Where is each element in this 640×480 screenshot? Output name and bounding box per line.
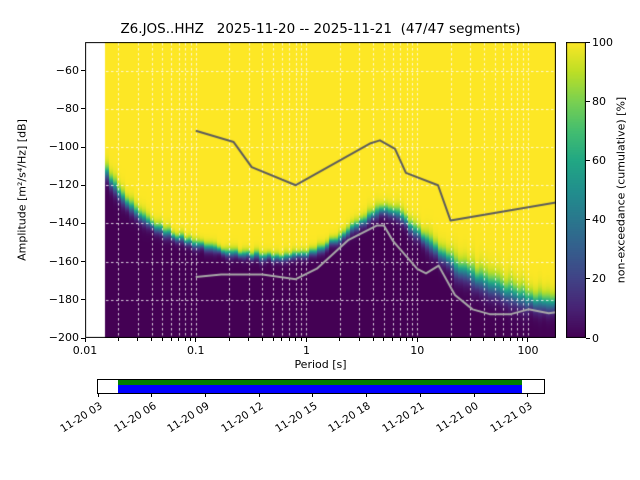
time-tick-label: 11-21 03 bbox=[487, 400, 535, 436]
colorbar-tick-mark bbox=[586, 159, 590, 161]
time-coverage-bar bbox=[97, 379, 545, 394]
colorbar-tick-label: 100 bbox=[592, 35, 613, 49]
x-minor-tick-mark bbox=[392, 338, 394, 341]
x-minor-tick-mark bbox=[281, 338, 283, 341]
y-tick-label: −60 bbox=[55, 63, 79, 77]
x-tick-label: 1 bbox=[302, 344, 310, 357]
x-minor-tick-mark bbox=[228, 338, 230, 341]
y-axis-label: Amplitude [m²/s⁴/Hz] [dB] bbox=[15, 119, 29, 261]
y-tick-mark bbox=[81, 146, 85, 148]
x-minor-tick-mark bbox=[406, 338, 407, 341]
time-tick-mark bbox=[258, 394, 260, 397]
time-tick-label: 11-20 06 bbox=[111, 400, 159, 436]
y-tick-label: −80 bbox=[55, 101, 79, 115]
x-minor-tick-mark bbox=[372, 338, 374, 341]
x-minor-tick-mark bbox=[184, 338, 186, 341]
x-tick-label: 0.01 bbox=[72, 344, 98, 357]
x-tick-mark bbox=[195, 338, 197, 342]
x-tick-mark bbox=[527, 338, 529, 342]
time-tick-mark bbox=[151, 394, 153, 397]
x-minor-tick-mark bbox=[248, 338, 250, 341]
x-tick-label: 0.1 bbox=[186, 344, 205, 357]
colorbar-tick-mark bbox=[586, 219, 590, 221]
x-minor-tick-mark bbox=[510, 338, 512, 341]
x-minor-tick-mark bbox=[261, 338, 263, 341]
time-tick-label: 11-21 00 bbox=[434, 400, 481, 436]
x-axis-label: Period [s] bbox=[294, 358, 347, 371]
x-minor-tick-mark bbox=[516, 338, 518, 341]
colorbar-tick-mark bbox=[586, 41, 590, 43]
colorbar-tick-label: 0 bbox=[592, 331, 599, 345]
colorbar-tick-mark bbox=[586, 337, 590, 339]
colorbar-gradient bbox=[566, 42, 586, 338]
x-minor-tick-mark bbox=[161, 338, 163, 341]
colorbar-tick-label: 60 bbox=[592, 153, 606, 167]
colorbar-label: non-exceedance (cumulative) [%] bbox=[614, 96, 628, 284]
x-minor-tick-mark bbox=[411, 338, 413, 341]
x-minor-tick-mark bbox=[117, 338, 119, 341]
y-tick-mark bbox=[81, 299, 85, 301]
x-minor-tick-mark bbox=[288, 338, 290, 341]
time-tick-mark bbox=[419, 394, 421, 397]
y-tick-label: −200 bbox=[48, 331, 79, 344]
time-tick-mark bbox=[366, 394, 368, 397]
x-minor-tick-mark bbox=[469, 338, 471, 341]
x-tick-mark bbox=[84, 338, 86, 342]
y-tick-mark bbox=[81, 261, 85, 263]
x-minor-tick-mark bbox=[358, 338, 360, 341]
x-minor-tick-mark bbox=[494, 338, 496, 341]
x-minor-tick-mark bbox=[151, 338, 153, 341]
x-minor-tick-mark bbox=[339, 338, 341, 341]
time-tick-mark bbox=[97, 394, 99, 397]
x-minor-tick-mark bbox=[502, 338, 504, 341]
time-tick-mark bbox=[527, 394, 529, 397]
plot-title: Z6.JOS..HHZ 2025-11-20 -- 2025-11-21 (47… bbox=[120, 21, 521, 37]
x-tick-mark bbox=[416, 338, 418, 342]
y-tick-label: −140 bbox=[48, 216, 79, 230]
x-minor-tick-mark bbox=[383, 338, 385, 341]
time-tick-mark bbox=[312, 394, 314, 397]
time-tick-label: 11-20 12 bbox=[219, 400, 266, 436]
colorbar-tick-label: 80 bbox=[592, 94, 606, 108]
x-minor-tick-mark bbox=[450, 338, 452, 341]
time-tick-label: 11-20 03 bbox=[57, 400, 105, 436]
x-tick-label: 100 bbox=[517, 344, 539, 357]
x-minor-tick-mark bbox=[178, 338, 180, 341]
time-tick-label: 11-20 21 bbox=[380, 400, 427, 436]
y-tick-mark bbox=[81, 70, 85, 72]
y-tick-mark bbox=[81, 222, 85, 224]
x-minor-tick-mark bbox=[170, 338, 172, 341]
ppsd-heatmap bbox=[85, 42, 556, 338]
coverage-segment-green bbox=[118, 380, 523, 385]
x-minor-tick-mark bbox=[399, 338, 401, 341]
x-minor-tick-mark bbox=[295, 338, 297, 341]
colorbar-tick-mark bbox=[586, 278, 590, 280]
time-tick-label: 11-20 15 bbox=[272, 400, 320, 436]
colorbar-tick-label: 20 bbox=[592, 272, 606, 286]
x-minor-tick-mark bbox=[137, 338, 139, 341]
y-tick-label: −180 bbox=[48, 292, 79, 306]
x-minor-tick-mark bbox=[522, 338, 524, 341]
time-tick-mark bbox=[473, 394, 475, 397]
x-minor-tick-mark bbox=[483, 338, 485, 341]
coverage-segment-blue bbox=[118, 385, 523, 393]
colorbar-tick-mark bbox=[586, 100, 590, 102]
y-tick-mark bbox=[81, 337, 85, 339]
x-tick-mark bbox=[305, 338, 307, 342]
time-tick-label: 11-20 09 bbox=[165, 400, 212, 436]
x-minor-tick-mark bbox=[272, 338, 274, 341]
x-minor-tick-mark bbox=[190, 338, 192, 341]
y-tick-label: −120 bbox=[48, 178, 79, 192]
y-tick-label: −100 bbox=[48, 140, 79, 154]
time-tick-label: 11-20 18 bbox=[326, 400, 374, 436]
time-tick-mark bbox=[204, 394, 206, 397]
y-tick-label: −160 bbox=[48, 254, 79, 268]
y-tick-mark bbox=[81, 108, 85, 110]
x-tick-label: 10 bbox=[410, 344, 425, 357]
y-tick-mark bbox=[81, 184, 85, 186]
colorbar-tick-label: 40 bbox=[592, 213, 606, 227]
x-minor-tick-mark bbox=[300, 338, 302, 341]
